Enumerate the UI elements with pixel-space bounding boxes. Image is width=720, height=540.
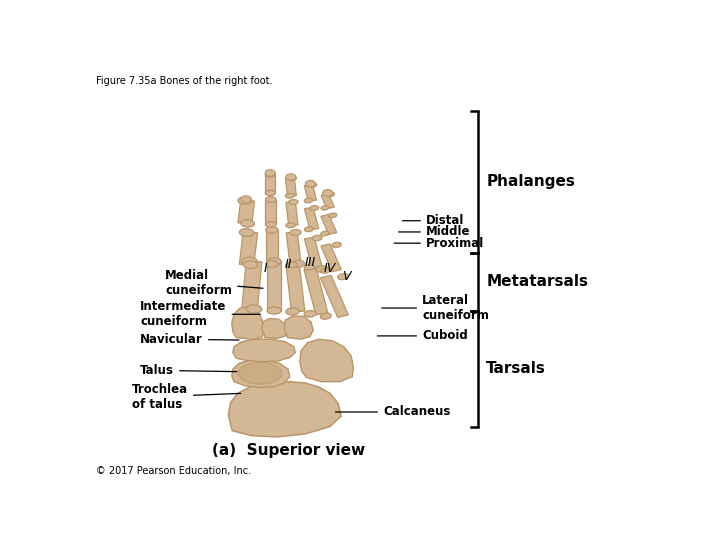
Polygon shape [284,316,313,339]
Ellipse shape [308,183,317,187]
Polygon shape [242,261,262,309]
Ellipse shape [265,191,275,195]
Polygon shape [286,202,298,226]
Ellipse shape [286,308,300,315]
Text: IV: IV [324,262,336,275]
Polygon shape [321,214,337,234]
Ellipse shape [321,206,328,210]
Polygon shape [238,200,255,224]
Ellipse shape [304,310,316,317]
Ellipse shape [266,197,276,202]
Ellipse shape [327,192,335,197]
Ellipse shape [290,230,301,235]
Ellipse shape [267,307,281,314]
Polygon shape [304,268,328,315]
Text: © 2017 Pearson Education, Inc.: © 2017 Pearson Education, Inc. [96,467,251,476]
Polygon shape [262,319,287,339]
Text: Tarsals: Tarsals [486,361,546,376]
Ellipse shape [286,223,295,228]
Text: Proximal: Proximal [394,237,484,249]
Text: III: III [305,256,316,269]
Ellipse shape [287,262,297,268]
Ellipse shape [310,206,319,211]
Ellipse shape [323,190,333,196]
Text: Figure 7.35a Bones of the right foot.: Figure 7.35a Bones of the right foot. [96,77,272,86]
Polygon shape [287,232,301,265]
Ellipse shape [240,220,255,227]
Polygon shape [267,261,281,310]
Text: Middle: Middle [399,226,470,239]
Polygon shape [266,230,278,264]
Text: Talus: Talus [140,364,237,377]
Ellipse shape [266,227,278,233]
Polygon shape [233,339,295,362]
Text: Metatarsals: Metatarsals [486,274,588,289]
Text: Cuboid: Cuboid [377,329,468,342]
Ellipse shape [265,170,275,176]
Ellipse shape [320,313,331,319]
Ellipse shape [241,196,251,202]
Ellipse shape [338,274,348,280]
Ellipse shape [238,197,252,204]
Text: Intermediate
cuneiform: Intermediate cuneiform [140,300,260,328]
Polygon shape [232,307,264,339]
Ellipse shape [239,228,254,236]
Text: I: I [264,262,268,275]
Ellipse shape [243,261,258,268]
Polygon shape [228,382,341,437]
Polygon shape [321,244,341,272]
Ellipse shape [321,268,330,273]
Ellipse shape [238,362,282,384]
Text: Lateral
cuneiform: Lateral cuneiform [382,294,489,322]
Polygon shape [285,178,297,196]
Ellipse shape [266,261,278,267]
Polygon shape [305,207,319,230]
Ellipse shape [266,222,276,227]
Ellipse shape [329,213,337,218]
Text: Phalanges: Phalanges [486,174,575,189]
Polygon shape [286,264,305,312]
Ellipse shape [289,200,298,205]
Text: (a)  Superior view: (a) Superior view [212,443,364,458]
Ellipse shape [316,266,328,272]
Ellipse shape [305,265,315,270]
Polygon shape [305,238,322,268]
Ellipse shape [305,227,313,232]
Ellipse shape [305,198,312,203]
Ellipse shape [292,260,305,267]
Polygon shape [232,360,289,388]
Text: Medial
cuneiform: Medial cuneiform [166,269,263,297]
Text: Calcaneus: Calcaneus [336,406,450,419]
Ellipse shape [285,193,294,198]
Text: Navicular: Navicular [140,333,239,346]
Polygon shape [321,193,334,209]
Polygon shape [266,199,276,225]
Text: Distal: Distal [402,214,464,227]
Ellipse shape [287,176,297,181]
Polygon shape [305,185,317,201]
Ellipse shape [286,174,296,180]
Ellipse shape [265,172,275,177]
Polygon shape [265,174,275,193]
Ellipse shape [246,305,262,313]
Ellipse shape [321,231,329,236]
Text: V: V [343,271,351,284]
Ellipse shape [332,242,341,247]
Ellipse shape [312,235,322,241]
Ellipse shape [267,258,281,265]
Ellipse shape [242,257,257,265]
Polygon shape [300,339,354,382]
Polygon shape [320,275,348,318]
Text: II: II [284,258,292,271]
Polygon shape [239,232,258,265]
Text: Trochlea
of talus: Trochlea of talus [132,383,240,410]
Ellipse shape [305,180,315,187]
